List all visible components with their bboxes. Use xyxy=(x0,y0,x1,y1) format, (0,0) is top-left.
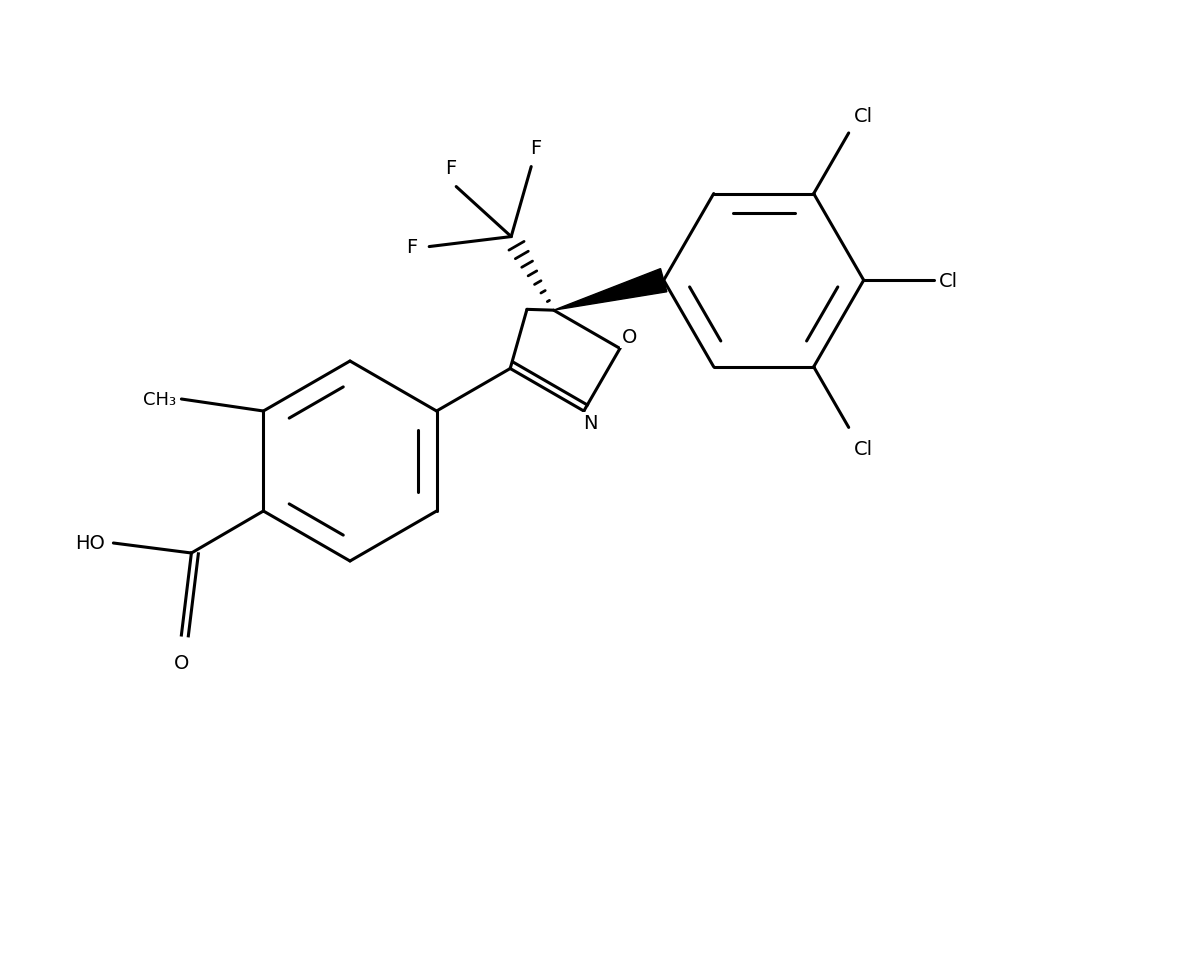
Text: Cl: Cl xyxy=(854,440,873,459)
Text: N: N xyxy=(584,414,598,433)
Text: HO: HO xyxy=(76,534,106,553)
Text: Cl: Cl xyxy=(938,271,958,290)
Polygon shape xyxy=(554,269,667,310)
Text: O: O xyxy=(173,653,189,673)
Text: CH₃: CH₃ xyxy=(144,390,177,408)
Text: F: F xyxy=(446,159,457,178)
Text: O: O xyxy=(623,328,638,347)
Text: F: F xyxy=(406,237,417,257)
Text: F: F xyxy=(530,138,542,158)
Text: Cl: Cl xyxy=(854,107,873,126)
